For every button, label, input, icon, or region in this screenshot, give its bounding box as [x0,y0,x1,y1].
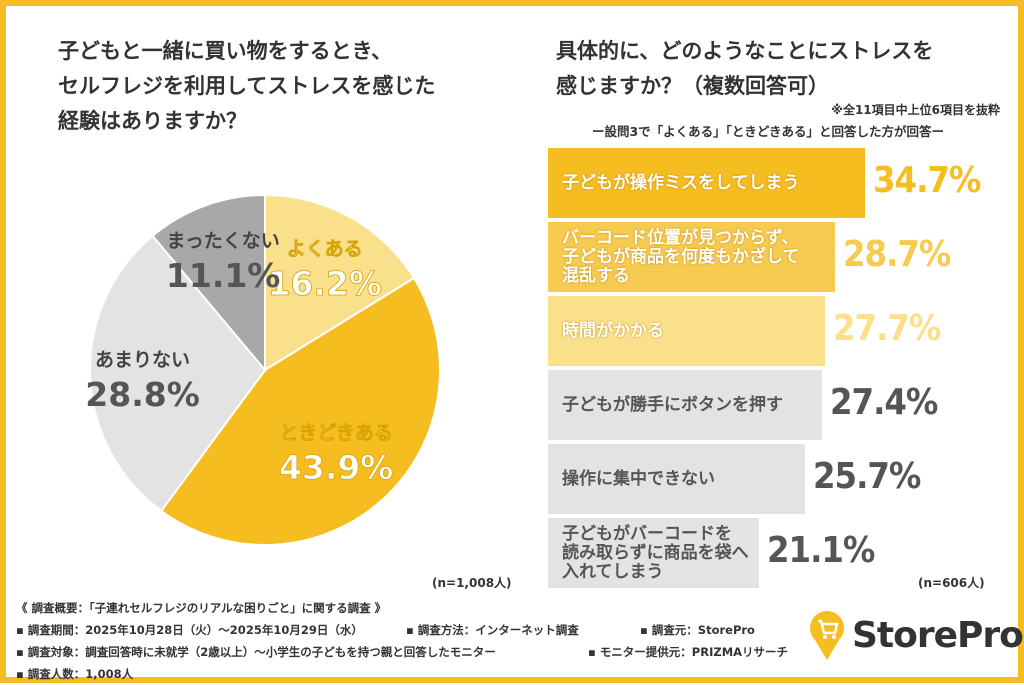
pie-question: 子どもと一緒に買い物をするとき、 セルフレジを利用してストレスを感じた 経験はあ… [58,34,498,139]
pie-slice-label: まったくない [167,230,280,252]
bar-question-line: 具体的に、どのようなことにストレスを [556,39,934,63]
pie-slice [151,193,266,373]
bar-label: バーコード位置が見つからず、 子どもが商品を何度もかざして 混乱する [562,227,800,286]
bar-label: 子どもがバーコードを 読み取らずに商品を袋へ 入れてしまう [562,523,749,582]
bar-subtitle: ー設問3で「よくある」「ときどきある」と回答した方が回答ー [591,124,945,139]
bar: 時間がかかる [548,296,825,366]
pie-slice [264,193,416,372]
bar: 子どもが操作ミスをしてしまう [548,148,865,218]
bar-label: 操作に集中できない [562,468,715,489]
bar-value: 27.7% [833,308,941,349]
pie-question-line: セルフレジを利用してストレスを感じた [58,74,436,98]
pie-question-line: 経験はありますか？ [58,109,247,133]
pie-sample-size: (n=1,008人) [432,576,512,590]
pie-slice-value: 11.1% [166,256,281,295]
pie-slice-value: 28.8% [85,375,200,414]
pie-slice-label: ときどきある [279,422,392,444]
pie-slice-value: 43.9% [279,448,394,487]
summary-source: ▪ 調査元：StorePro [640,623,755,637]
summary-period: ▪ 調査期間：2025年10月28日（火）～2025年10月29日（水） [16,623,363,637]
pie-slice [159,276,441,546]
storepro-logo: StorePro [810,610,1024,660]
summary-count: ▪ 調査人数：1,008人 [16,667,134,681]
summary-target: ▪ 調査対象：調査回答時に未就学（2歳以上）～小学生の子どもを持つ親と回答したモ… [16,645,496,659]
logo-text: StorePro [852,614,1024,656]
pie-slice-label: よくある [287,238,363,260]
bar-label: 時間がかかる [562,320,664,341]
bar: 子どもがバーコードを 読み取らずに商品を袋へ 入れてしまう [548,518,759,588]
summary-method: ▪ 調査方法：インターネット調査 [406,623,579,637]
cart-pin-icon [810,610,844,660]
summary-provider: ▪ モニター提供元：PRIZMAリサーチ [588,645,789,659]
bar-label: 子どもが操作ミスをしてしまう [562,172,800,193]
bar-question: 具体的に、どのようなことにストレスを 感じますか？（複数回答可） [556,34,996,104]
bar-note: ※全11項目中上位6項目を抜粋 [831,103,1000,117]
bar-value: 34.7% [873,160,981,201]
bar-value: 28.7% [843,234,951,275]
bar-question-line: 感じますか？（複数回答可） [556,74,829,98]
bar-label: 子どもが勝手にボタンを押す [562,394,783,415]
pie-question-line: 子どもと一緒に買い物をするとき、 [58,39,393,63]
pie-slice-label: あまりない [95,349,190,371]
bar-value: 21.1% [767,530,875,571]
bar-sample-size: (n=606人) [918,576,985,590]
bar-value: 27.4% [830,382,938,423]
pie-slice-value: 16.2% [267,264,382,303]
pie-chart: よくある 16.2% ときどきある 43.9% あまりない 28.8% まったくない 11.1… [85,193,441,546]
bar-value: 25.7% [813,456,921,497]
bar: 操作に集中できない [548,444,805,514]
pie-slice [89,234,267,513]
bar: バーコード位置が見つからず、 子どもが商品を何度もかざして 混乱する [548,222,835,292]
bar: 子どもが勝手にボタンを押す [548,370,822,440]
summary-title: 《 調査概要：「子連れセルフレジのリアルな困りごと」に関する調査 》 [16,601,387,615]
